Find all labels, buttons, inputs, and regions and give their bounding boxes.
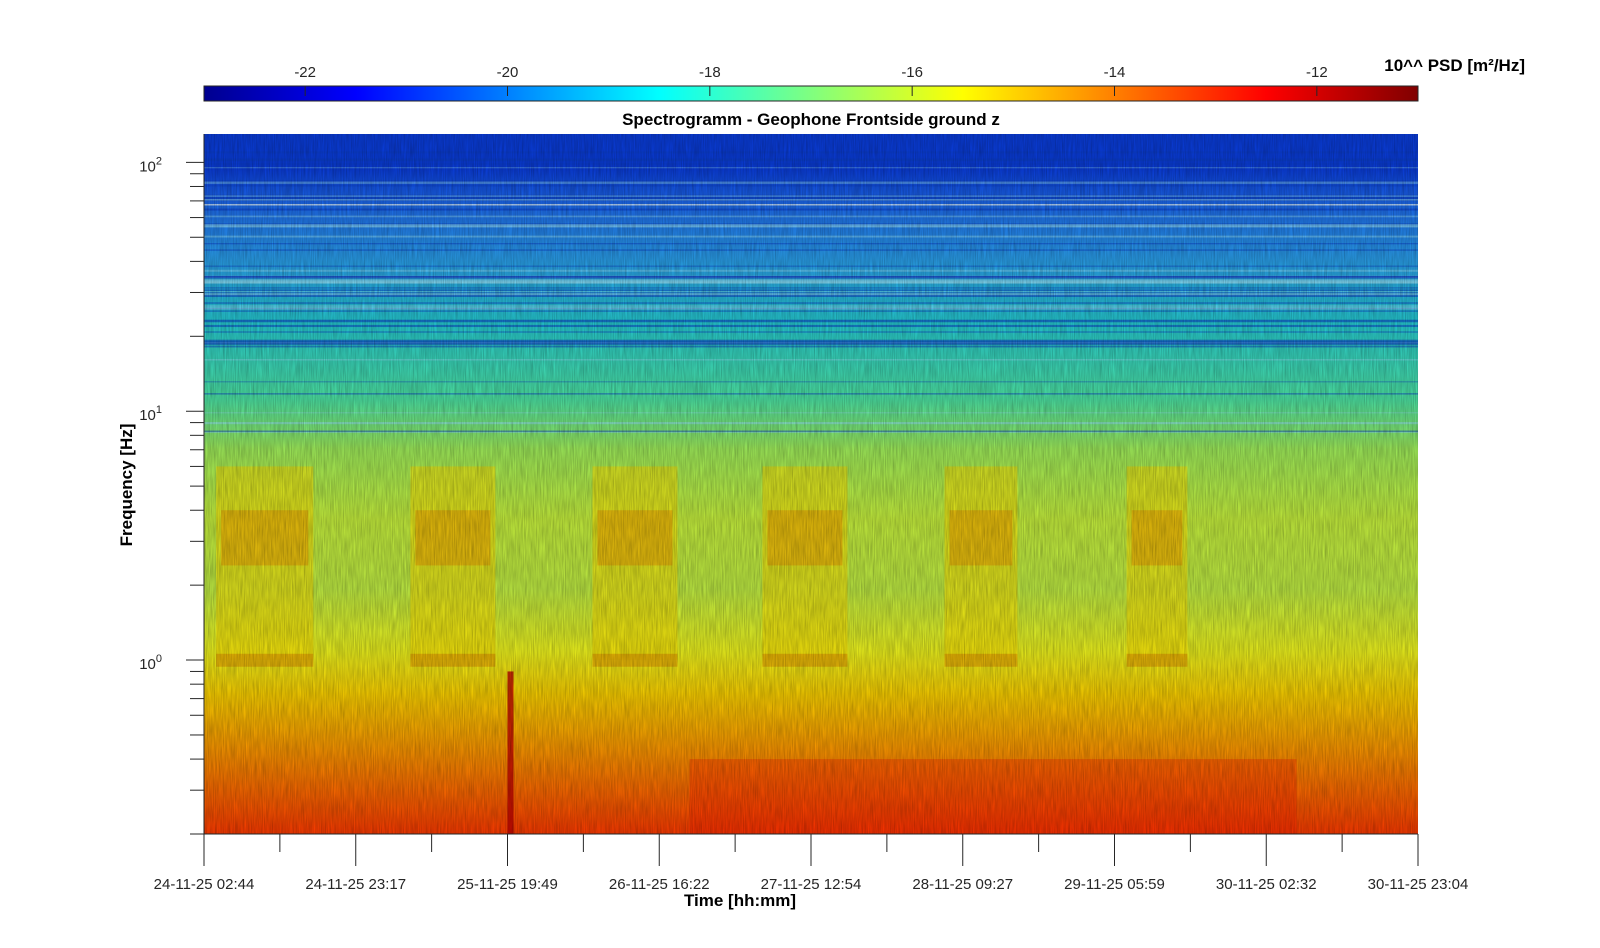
colorbar-gradient bbox=[204, 86, 1418, 101]
spectrogram-noise bbox=[204, 134, 1418, 834]
colorbar-tick-label: -16 bbox=[901, 64, 923, 81]
colorbar-tick-label: -20 bbox=[497, 64, 519, 81]
y-axis-ticks: 102 101 100 bbox=[139, 155, 204, 835]
x-tick-label: 27-11-25 12:54 bbox=[761, 876, 862, 893]
x-tick-label: 24-11-25 23:17 bbox=[305, 876, 406, 893]
spectrogram-plot-area bbox=[204, 134, 1418, 834]
x-axis-ticks: 24-11-25 02:44 24-11-25 23:17 25-11-25 19:… bbox=[154, 834, 1469, 893]
colorbar-frame bbox=[203, 85, 1419, 102]
chart-title: Spectrogramm - Geophone Frontside ground… bbox=[622, 110, 1000, 129]
colorbar-tick-label: -18 bbox=[699, 64, 721, 81]
colorbar-label: 10^^ PSD [m²/Hz] bbox=[1384, 56, 1525, 75]
x-tick-label: 30-11-25 02:32 bbox=[1216, 876, 1317, 893]
x-tick-label: 26-11-25 16:22 bbox=[609, 876, 710, 893]
x-tick-label: 24-11-25 02:44 bbox=[154, 876, 255, 893]
y-tick-label: 102 bbox=[139, 155, 162, 175]
x-axis-label: Time [hh:mm] bbox=[684, 891, 796, 910]
x-tick-label: 30-11-25 23:04 bbox=[1368, 876, 1469, 893]
colorbar-ticks: -22 -20 -18 -16 -14 -12 bbox=[294, 64, 1328, 96]
y-axis-label: Frequency [Hz] bbox=[117, 424, 136, 547]
axes: 102 101 100 24-11-25 02:44 24-11-25 23:17 25… bbox=[139, 134, 1468, 893]
x-tick-label: 25-11-25 19:49 bbox=[457, 876, 558, 893]
colorbar-tick-label: -14 bbox=[1104, 64, 1126, 81]
colorbar: -22 -20 -18 -16 -14 -12 10^^ PSD [m²/Hz] bbox=[203, 56, 1525, 102]
y-tick-label: 101 bbox=[139, 404, 162, 424]
y-tick-label: 100 bbox=[139, 653, 162, 673]
colorbar-tick-label: -22 bbox=[294, 64, 316, 81]
x-tick-label: 28-11-25 09:27 bbox=[912, 876, 1013, 893]
x-tick-label: 29-11-25 05:59 bbox=[1064, 876, 1165, 893]
colorbar-tick-label: -12 bbox=[1306, 64, 1328, 81]
